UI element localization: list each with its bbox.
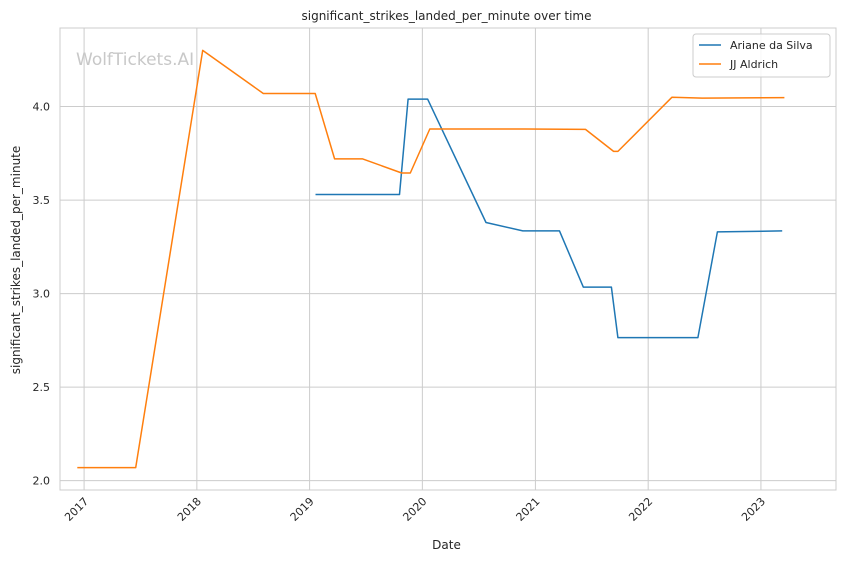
x-tick-label: 2023 bbox=[739, 495, 768, 524]
y-tick-label: 2.0 bbox=[33, 475, 51, 488]
legend-box bbox=[692, 33, 831, 78]
series-line-1 bbox=[77, 49, 785, 469]
y-axis: 2.0 2.5 3.0 3.5 4.0 bbox=[33, 101, 51, 488]
x-axis: 2017 2018 2019 2020 2021 2022 2023 bbox=[62, 495, 768, 524]
x-tick-label: 2021 bbox=[514, 495, 543, 524]
x-tick-label: 2017 bbox=[62, 495, 91, 524]
legend: Ariane da Silva JJ Aldrich bbox=[692, 33, 831, 78]
y-tick-label: 3.5 bbox=[33, 194, 51, 207]
x-axis-title: Date bbox=[432, 538, 461, 552]
x-tick-label: 2022 bbox=[626, 495, 655, 524]
legend-label: JJ Aldrich bbox=[729, 58, 778, 71]
y-axis-title: significant_strikes_landed_per_minute bbox=[9, 146, 23, 375]
legend-label: Ariane da Silva bbox=[730, 39, 813, 52]
watermark: WolfTickets.AI bbox=[76, 50, 194, 70]
y-tick-label: 3.0 bbox=[33, 288, 51, 301]
series-group bbox=[77, 49, 785, 469]
series-line-0 bbox=[315, 98, 783, 339]
x-tick-label: 2020 bbox=[400, 495, 429, 524]
chart-title: significant_strikes_landed_per_minute ov… bbox=[301, 9, 591, 23]
y-tick-label: 4.0 bbox=[33, 101, 51, 114]
x-tick-label: 2018 bbox=[175, 495, 204, 524]
x-tick-label: 2019 bbox=[288, 495, 317, 524]
plot-frame bbox=[59, 27, 837, 491]
y-tick-label: 2.5 bbox=[33, 381, 51, 394]
